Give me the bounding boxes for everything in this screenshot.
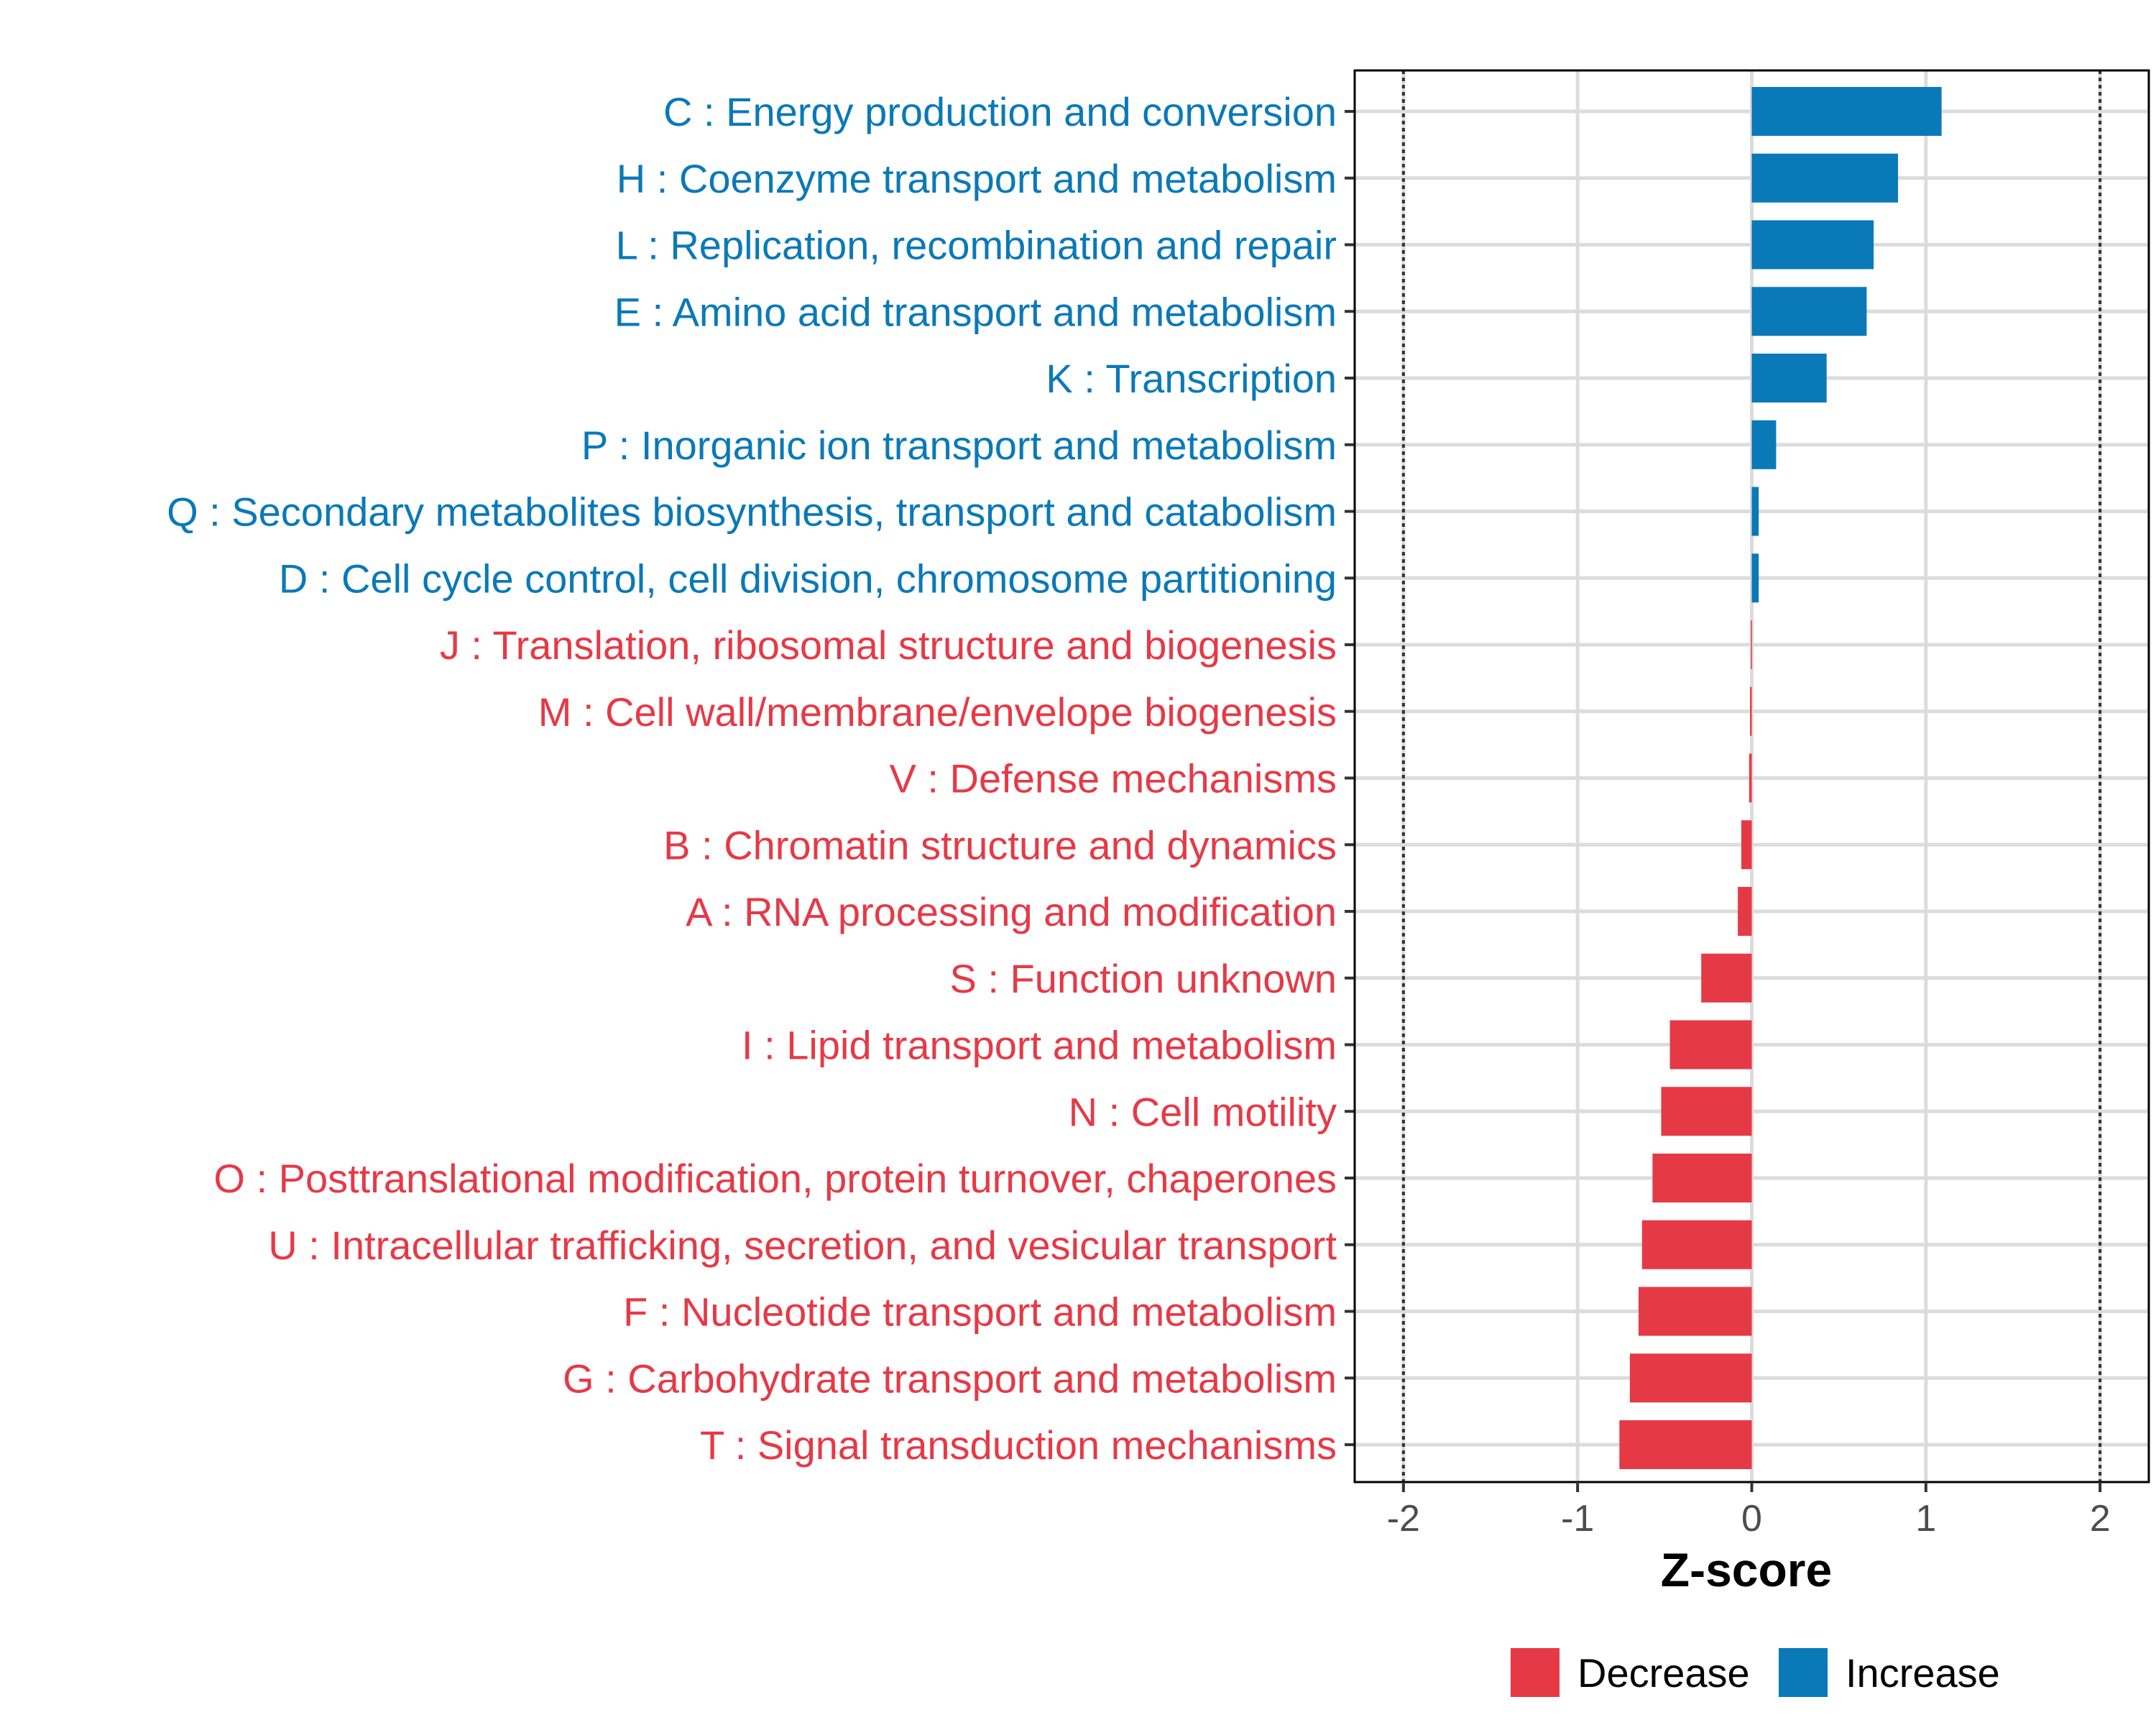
bar [1751,287,1867,336]
x-axis: -2 -1 0 1 2 [1345,69,2150,1540]
bar [1749,753,1752,803]
legend-swatch-increase [1779,1648,1828,1697]
bar [1751,354,1827,402]
bar [1629,1353,1752,1403]
legend-swatch-decrease [1511,1648,1560,1697]
category-label: J : Translation, ribosomal structure and… [440,622,1337,668]
bar [1751,487,1759,536]
category-label: L : Replication, recombination and repai… [616,223,1337,268]
bar [1701,953,1752,1003]
bar [1619,1420,1752,1469]
legend-label-decrease: Decrease [1577,1650,1750,1696]
category-label: I : Lipid transport and metabolism [742,1023,1337,1068]
bar [1751,420,1777,469]
x-tick-label: -2 [1387,1498,1420,1540]
bar [1741,820,1752,870]
bar [1738,887,1752,936]
category-label: S : Function unknown [949,956,1337,1001]
x-tick-label: 0 [1741,1498,1762,1540]
category-label: D : Cell cycle control, cell division, c… [279,556,1337,601]
x-axis-title: Z-score [1661,1543,1832,1596]
category-label: U : Intracellular trafficking, secretion… [268,1223,1337,1268]
category-label: G : Carbohydrate transport and metabolis… [563,1356,1337,1401]
category-label: F : Nucleotide transport and metabolism [623,1289,1337,1335]
category-label: A : RNA processing and modification [686,889,1337,934]
bar [1638,1287,1752,1336]
x-tick-label: 2 [2090,1498,2111,1540]
category-label: Q : Secondary metabolites biosynthesis, … [167,489,1337,535]
category-label: H : Coenzyme transport and metabolism [617,156,1337,201]
bar [1751,87,1942,136]
legend-label-increase: Increase [1846,1650,2000,1696]
bar [1751,620,1752,669]
category-label: O : Posttranslational modification, prot… [213,1156,1337,1201]
category-label: B : Chromatin structure and dynamics [663,822,1337,868]
bar [1751,153,1899,203]
category-label: T : Signal transduction mechanisms [700,1422,1337,1468]
bars-layer [1619,87,1942,1469]
category-label: V : Defense mechanisms [890,756,1337,801]
bar [1669,1020,1752,1070]
category-label: P : Inorganic ion transport and metaboli… [581,423,1337,468]
x-tick-label: 1 [1915,1498,1936,1540]
bar [1641,1220,1752,1269]
x-tick-label: -1 [1561,1498,1594,1540]
bar [1661,1087,1752,1136]
category-label: M : Cell wall/membrane/envelope biogenes… [538,689,1337,735]
legend: Decrease Increase [1511,1648,2000,1697]
category-label: N : Cell motility [1069,1089,1337,1134]
category-label: E : Amino acid transport and metabolism [614,289,1337,334]
category-label: C : Energy production and conversion [663,89,1337,134]
bar [1750,686,1752,736]
bar [1751,553,1759,603]
bar [1751,220,1874,270]
category-labels: C : Energy production and conversion H : … [167,89,1337,1468]
bar [1652,1154,1752,1202]
category-label: K : Transcription [1046,356,1337,401]
